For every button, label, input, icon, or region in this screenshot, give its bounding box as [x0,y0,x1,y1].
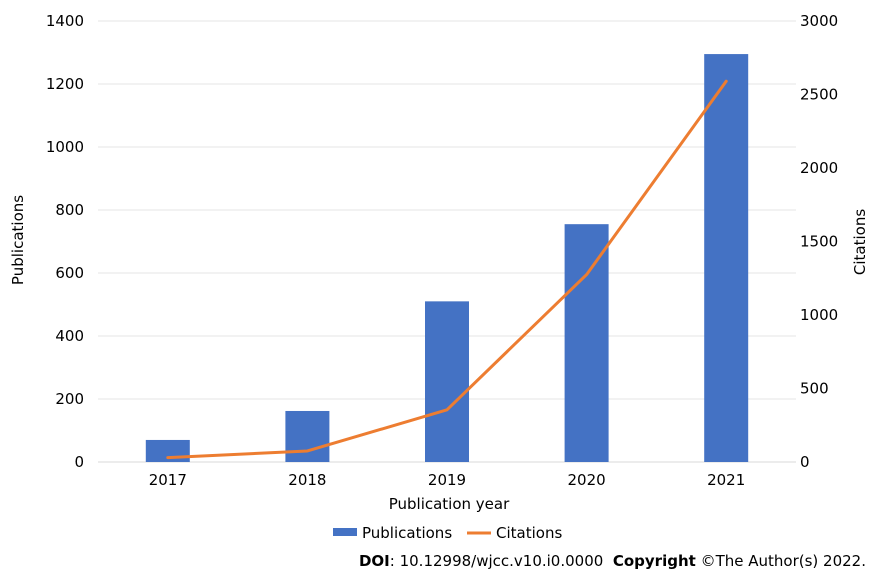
legend-swatch-publications [333,528,357,536]
y-tick-label-left: 600 [55,264,84,282]
doi-label: DOI [358,552,390,570]
y-tick-label-left: 1200 [46,75,84,93]
left-axis-ticks: 0 200 400 600 800 1000 1200 1400 [46,12,84,471]
bar [285,410,330,462]
line-series-citations [166,79,728,460]
y-tick-label-right: 2500 [800,86,838,104]
bar [564,224,609,462]
y-tick-label-left: 1000 [46,138,84,156]
y-axis-title-left: Publications [9,195,27,285]
x-tick-label: 2017 [149,471,187,489]
x-tick-label: 2020 [568,471,606,489]
y-tick-label-right: 1000 [800,306,838,324]
y-tick-label-left: 800 [55,201,84,219]
right-axis-ticks: 0 500 1000 1500 2000 2500 3000 [800,12,838,471]
copyright-value: ©The Author(s) 2022. [700,552,866,570]
bar [704,54,749,462]
legend-label-publications: Publications [362,524,452,542]
y-tick-label-right: 0 [800,453,810,471]
bar [425,301,469,462]
y-tick-label-right: 1500 [800,233,838,251]
y-tick-label-right: 2000 [800,159,838,177]
y-tick-label-left: 400 [55,327,84,345]
combo-chart: 0 200 400 600 800 1000 1200 1400 0 500 1000 1500 20… [9,12,869,542]
citations-line [166,79,728,460]
legend: Publications Citations [333,524,562,542]
x-axis-ticks: 2017 2018 2019 2020 2021 [149,471,746,489]
y-tick-label-left: 1400 [46,12,84,30]
citation-footer: DOI: 10.12998/wjcc.v10.i0.0000 Copyright… [359,552,866,570]
copyright-label: Copyright [612,552,696,570]
doi-value: : 10.12998/wjcc.v10.i0.0000 [389,552,604,570]
x-tick-label: 2019 [428,471,466,489]
y-tick-label-left: 0 [74,453,84,471]
y-tick-label-left: 200 [55,390,84,408]
x-tick-label: 2018 [288,471,326,489]
y-tick-label-right: 500 [800,380,829,398]
y-tick-label-right: 3000 [800,12,838,30]
x-axis-title: Publication year [389,495,510,513]
legend-label-citations: Citations [496,524,562,542]
bar-series-publications [145,54,749,462]
y-axis-title-right: Citations [851,209,869,275]
x-tick-label: 2021 [707,471,745,489]
